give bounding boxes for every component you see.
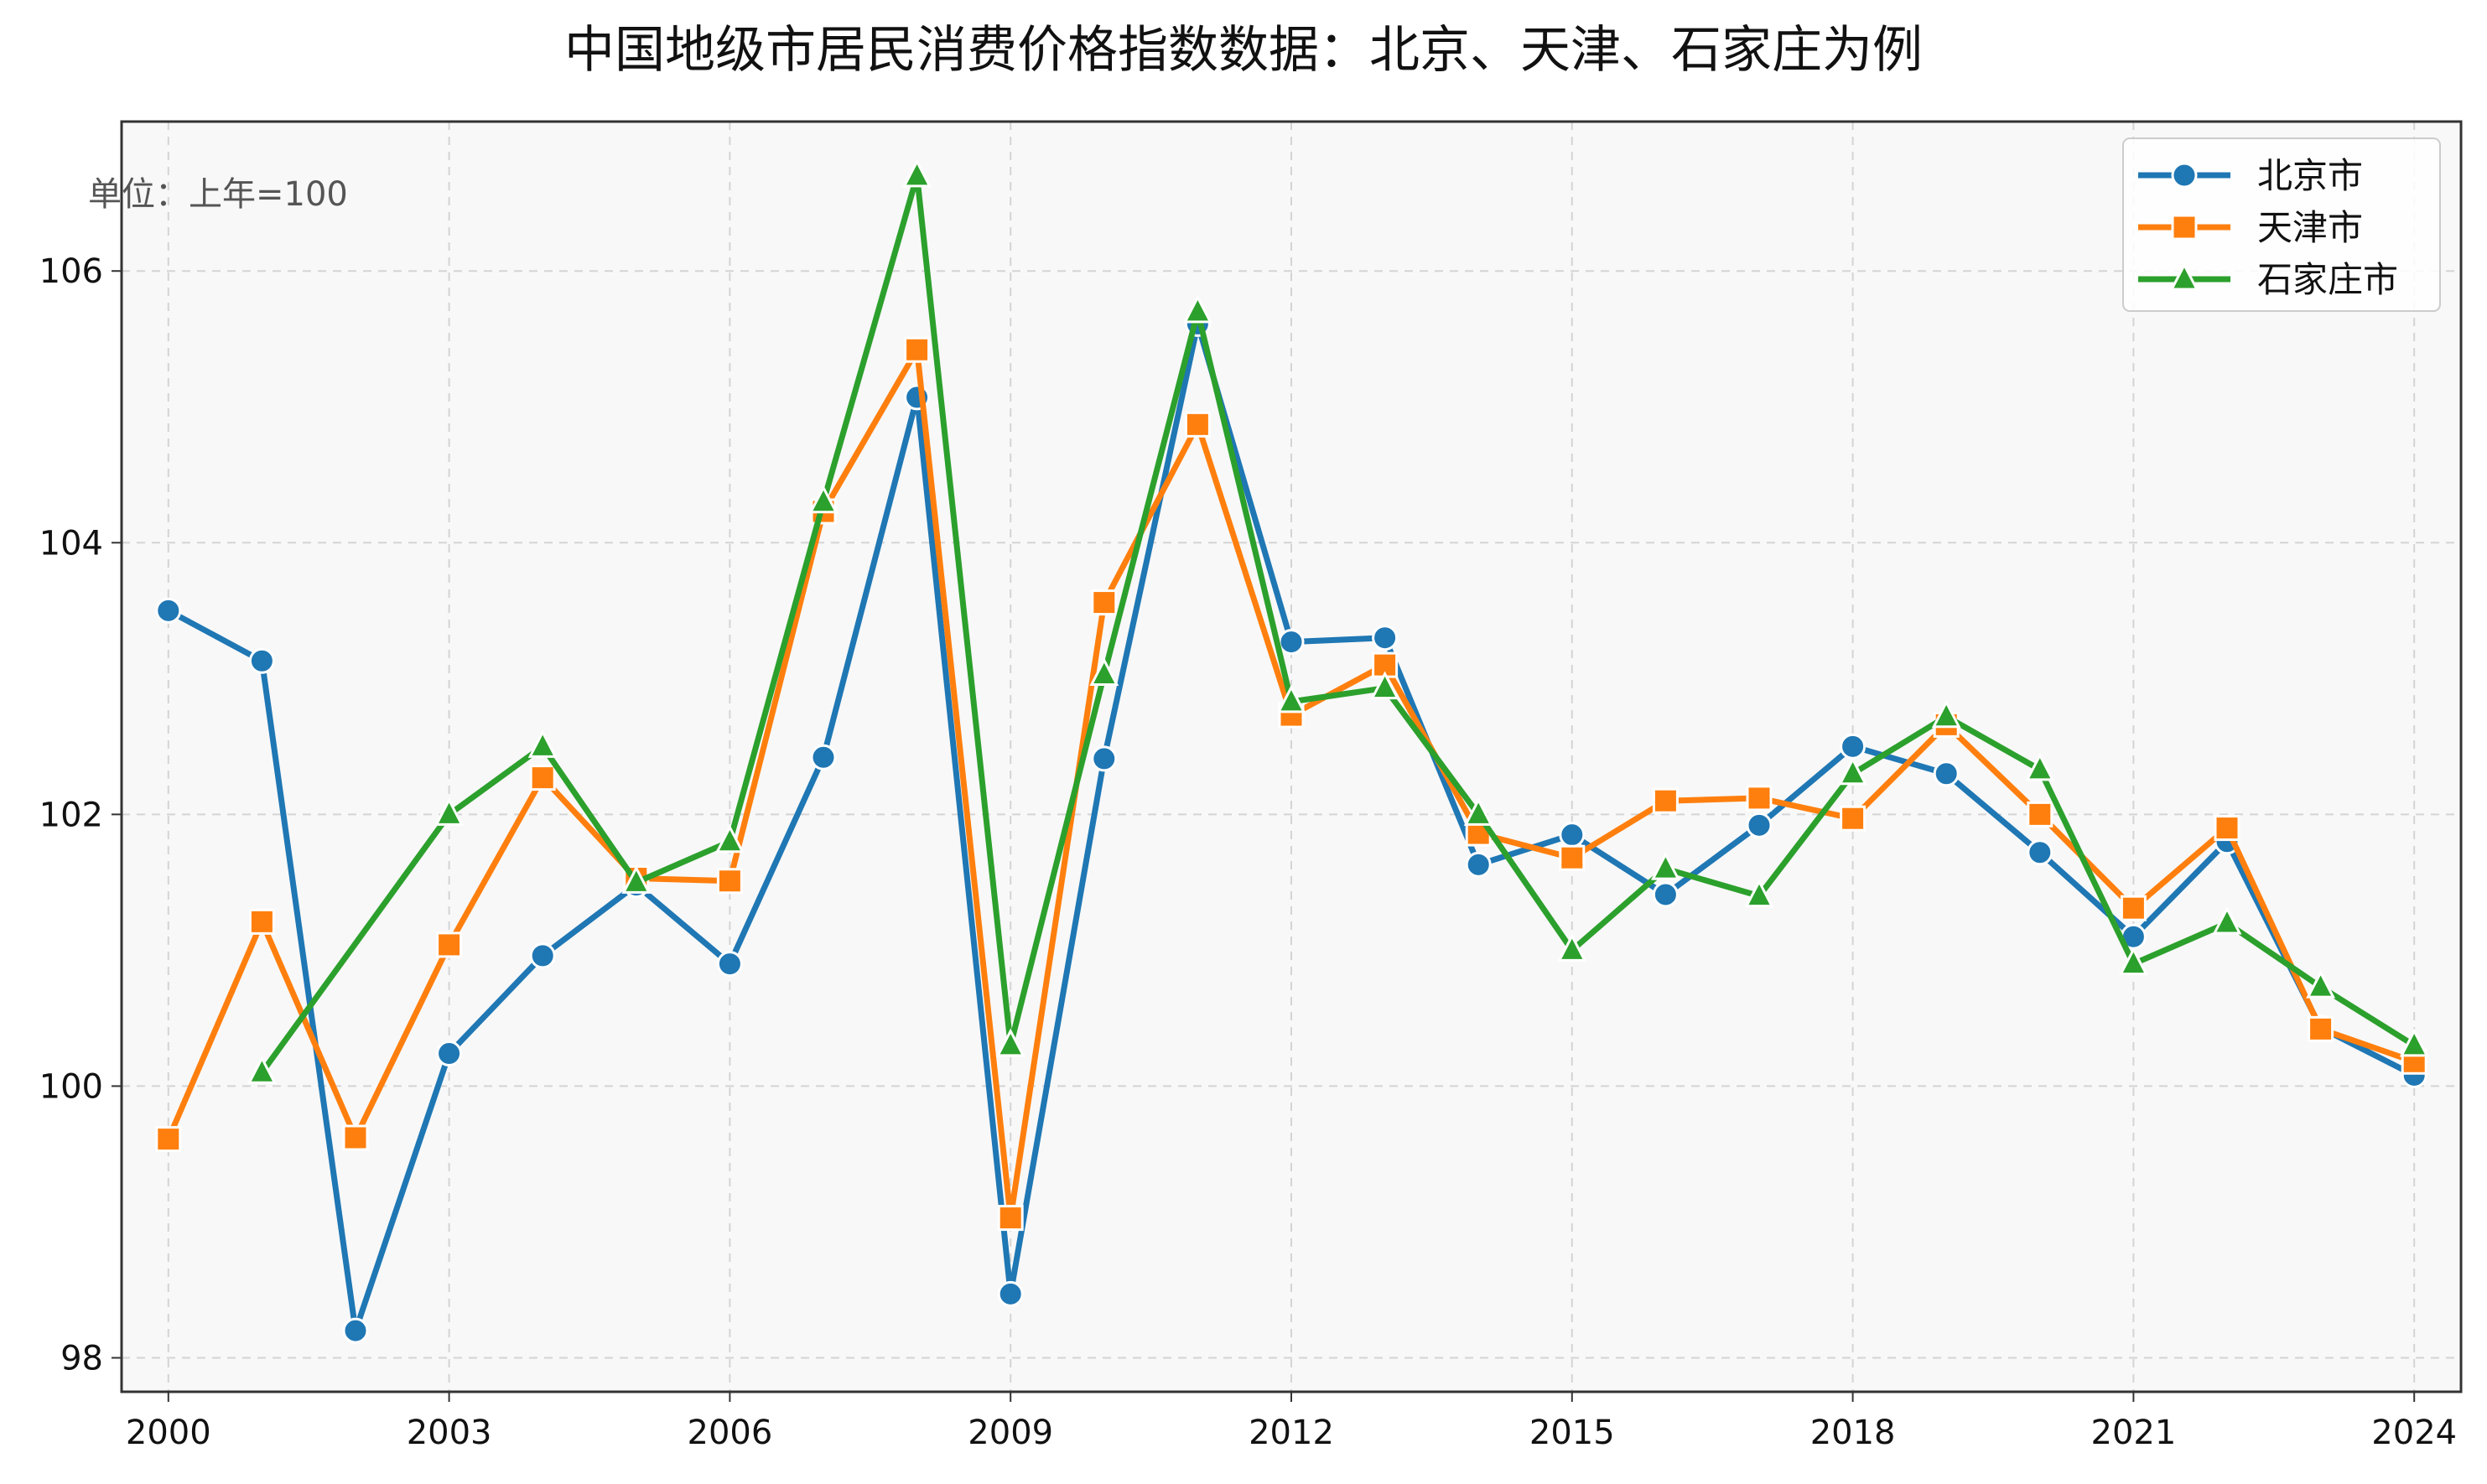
data-point [902,158,932,188]
data-point [1184,411,1211,438]
data-point [342,1124,369,1151]
y-tick-label: 100 [39,1067,103,1106]
data-point [248,647,275,674]
x-tick-label: 2006 [688,1414,773,1452]
data-point [621,865,652,894]
y-tick-label: 102 [39,796,103,834]
data-point [1652,787,1679,814]
data-point [1652,881,1679,908]
data-point [1091,589,1118,616]
data-point [2025,752,2055,781]
data-point [1559,822,1586,848]
data-point [716,951,743,978]
data-point [527,729,558,758]
data-point [247,1055,277,1084]
data-point [2306,969,2336,999]
x-tick-label: 2024 [2371,1414,2457,1452]
unit-note: 单位：上年=100 [88,175,348,214]
legend-label: 天津市 [2257,207,2363,248]
data-point [1840,733,1867,760]
data-point [997,1280,1024,1307]
data-point [995,1028,1025,1057]
x-axis: 2000 2003 2006 2009 2012 2015 2018 2021 2024 [126,1392,2457,1452]
data-point [1559,844,1586,871]
data-point [1746,812,1773,838]
y-tick-label: 98 [60,1339,103,1378]
data-point [1278,629,1305,656]
data-point [2027,839,2053,866]
legend-marker [2171,162,2198,189]
data-point [1465,851,1492,878]
data-point [904,336,931,363]
data-point [1933,760,1960,787]
data-point [248,908,275,935]
data-point [2214,815,2240,842]
data-point [1370,671,1400,700]
data-point [1744,879,1774,908]
data-point [436,931,463,958]
legend-label: 石家庄市 [2257,259,2398,300]
series-3 [247,158,2429,1084]
data-point [1182,294,1212,324]
y-tick-label: 104 [39,524,103,563]
x-tick-label: 2021 [2091,1414,2177,1452]
data-point [2120,895,2147,921]
data-point [1650,851,1680,880]
data-point [2399,1028,2429,1057]
x-tick-label: 2018 [1810,1414,1896,1452]
data-point [810,744,837,771]
chart-title: 中国地级市居民消费价格指数数据：北京、天津、石家庄为例 [564,21,1923,80]
legend-item: 石家庄市 [2138,259,2398,300]
data-point [155,1126,182,1153]
data-point [529,765,556,791]
data-point [1091,745,1118,772]
x-tick-label: 2000 [126,1414,211,1452]
data-point [2308,1015,2334,1042]
data-point [1276,684,1306,713]
data-point [997,1205,1024,1232]
data-point [1746,785,1773,812]
data-point [2027,801,2053,828]
data-point [1838,756,1868,786]
data-point [1931,699,1961,729]
data-point [434,797,465,826]
series-group [155,158,2429,1344]
y-tick-label: 106 [39,252,103,291]
x-tick-label: 2015 [1529,1414,1615,1452]
data-point [436,1040,463,1067]
data-point [155,597,182,624]
data-point [808,485,839,514]
x-tick-label: 2012 [1249,1414,1334,1452]
data-point [529,942,556,969]
data-point [1372,625,1399,651]
data-point [1840,805,1867,832]
data-point [1557,933,1587,962]
legend-item: 北京市 [2138,155,2363,196]
legend-marker [2171,214,2198,241]
data-point [714,824,745,854]
data-point [1463,797,1493,826]
data-point [2212,905,2242,935]
legend-item: 天津市 [2138,207,2363,248]
legend-box [2122,138,2441,312]
x-tick-label: 2003 [407,1414,492,1452]
data-point [1089,657,1119,686]
data-point [342,1317,369,1344]
legend-label: 北京市 [2257,155,2363,196]
y-axis: 98 100 102 104 106 [39,252,122,1378]
data-point [2118,947,2148,976]
data-point [716,868,743,895]
legend-marker [2169,262,2199,291]
x-tick-label: 2009 [968,1414,1053,1452]
